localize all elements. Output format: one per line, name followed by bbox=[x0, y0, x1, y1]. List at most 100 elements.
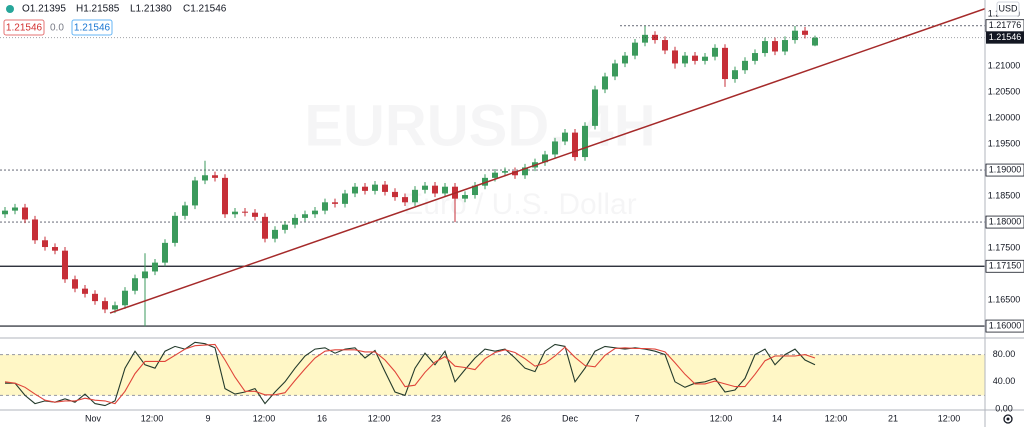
candle-body bbox=[352, 186, 358, 194]
x-tick-label: 7 bbox=[634, 413, 639, 423]
candle-body bbox=[662, 40, 668, 51]
candle-body bbox=[342, 193, 348, 204]
bid-value: 1.21546 bbox=[6, 23, 43, 34]
candle-body bbox=[412, 189, 418, 203]
candle-body bbox=[572, 132, 578, 158]
spread-value: 0.0 bbox=[50, 23, 64, 34]
stoch-line bbox=[5, 341, 816, 407]
candle-body bbox=[772, 41, 778, 52]
candle-body bbox=[362, 186, 368, 191]
bid-badge[interactable] bbox=[3, 19, 45, 36]
candle-body bbox=[812, 37, 818, 46]
candle-body bbox=[792, 30, 798, 41]
candle-body bbox=[222, 177, 228, 215]
y-tick-label: 1.20500 bbox=[988, 86, 1021, 96]
candle-body bbox=[502, 171, 508, 173]
ohlc-close: C1.21546 bbox=[183, 4, 227, 15]
candle-body bbox=[122, 290, 128, 306]
candle-body bbox=[42, 240, 48, 248]
candle-body bbox=[782, 40, 788, 52]
candle-body bbox=[232, 211, 238, 215]
candle-body bbox=[202, 175, 208, 181]
x-tick-label: Dec bbox=[562, 413, 579, 423]
candle-body bbox=[612, 63, 618, 77]
candle-body bbox=[152, 262, 158, 272]
stoch-pane bbox=[4, 341, 816, 407]
candle-body bbox=[562, 132, 568, 142]
candle-body bbox=[92, 293, 98, 302]
candle-body bbox=[112, 305, 118, 310]
candle-body bbox=[132, 278, 138, 291]
candle-body bbox=[722, 47, 728, 80]
price-tag bbox=[986, 31, 1024, 44]
price-tag-label: 1.21546 bbox=[989, 32, 1022, 42]
candle-body bbox=[272, 229, 278, 239]
candle-body bbox=[652, 34, 658, 41]
candle-body bbox=[172, 215, 178, 243]
ohlc-low: L1.21380 bbox=[130, 4, 172, 15]
level-tag-label: 1.17150 bbox=[989, 261, 1022, 271]
currency-button[interactable] bbox=[996, 1, 1020, 17]
candle-body bbox=[512, 171, 518, 176]
x-tick-label: 12:00 bbox=[825, 413, 848, 423]
candle-body bbox=[432, 185, 438, 194]
candle-body bbox=[302, 214, 308, 218]
candle-body bbox=[462, 195, 468, 199]
status-dot bbox=[6, 5, 14, 13]
candle-body bbox=[142, 271, 148, 279]
level-tag-label: 1.19000 bbox=[989, 164, 1022, 174]
candle-body bbox=[62, 250, 68, 280]
candle-body bbox=[622, 55, 628, 64]
x-tick-label: 23 bbox=[431, 413, 441, 423]
candle-body bbox=[442, 186, 448, 194]
level-tag-label: 1.18000 bbox=[989, 216, 1022, 226]
x-tick-label: Nov bbox=[85, 413, 102, 423]
candle-body bbox=[2, 210, 8, 215]
candle-body bbox=[742, 60, 748, 71]
y-tick-label: 1.19500 bbox=[988, 138, 1021, 148]
candle-body bbox=[542, 154, 548, 163]
ohlc-legend: O1.21395 H1.21585 L1.21380 C1.21546 bbox=[22, 4, 227, 15]
candle-body bbox=[482, 177, 488, 186]
candle-body bbox=[422, 185, 428, 190]
settings-icon[interactable] bbox=[1003, 414, 1013, 424]
candle-body bbox=[52, 247, 58, 251]
stoch-line bbox=[4, 343, 816, 405]
candle-body bbox=[522, 167, 528, 176]
level-tag-label: 1.21776 bbox=[989, 20, 1022, 30]
candle-body bbox=[472, 185, 478, 196]
ask-value: 1.21546 bbox=[74, 23, 111, 34]
candle-body bbox=[802, 30, 808, 35]
x-tick-label: 12:00 bbox=[368, 413, 391, 423]
candle-body bbox=[212, 175, 218, 178]
x-tick-label: 12:00 bbox=[141, 413, 164, 423]
x-tick-label: 26 bbox=[501, 413, 511, 423]
marks bbox=[0, 7, 985, 407]
y-tick-label: 1.21000 bbox=[988, 60, 1021, 70]
ask-badge[interactable] bbox=[71, 19, 113, 36]
candle-body bbox=[712, 47, 718, 57]
stoch-band bbox=[0, 354, 985, 396]
candle-body bbox=[192, 180, 198, 206]
candle-body bbox=[692, 55, 698, 61]
candle-body bbox=[312, 210, 318, 215]
candle-body bbox=[642, 34, 648, 43]
y-tick-label: 80.00 bbox=[993, 349, 1016, 359]
candle-body bbox=[332, 202, 338, 204]
candle-body bbox=[262, 216, 268, 239]
candle-body bbox=[672, 50, 678, 64]
x-tick-label: 12:00 bbox=[938, 413, 961, 423]
x-tick-label: 12:00 bbox=[253, 413, 276, 423]
x-tick-label: 9 bbox=[205, 413, 210, 423]
candle-body bbox=[372, 184, 378, 191]
candle-body bbox=[402, 197, 408, 203]
candle-body bbox=[602, 76, 608, 90]
candle-body bbox=[322, 202, 328, 211]
candle-body bbox=[702, 56, 708, 61]
axes: 1.16500 1.17500 1.18500 1.19500 1.20000 1.205… bbox=[85, 8, 1024, 423]
candle-body bbox=[162, 242, 168, 263]
x-tick-label: 12:00 bbox=[710, 413, 733, 423]
y-tick-label: 1.16500 bbox=[988, 294, 1021, 304]
candle-body bbox=[552, 141, 558, 155]
